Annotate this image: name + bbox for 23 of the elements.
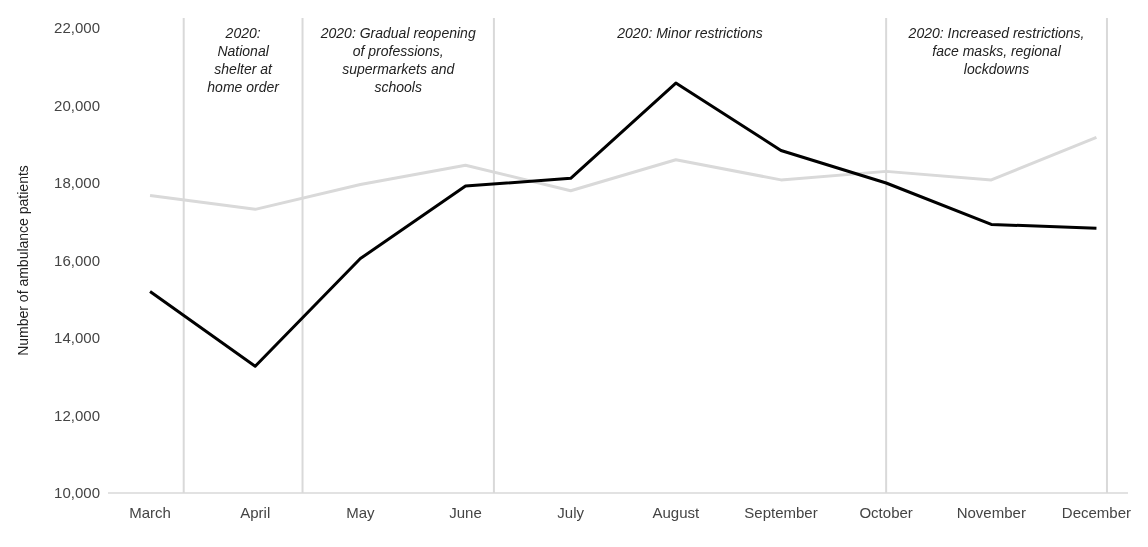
x-tick-label: September [744, 504, 818, 521]
annotation: 2020: Increased restrictions, face masks, regional lockdowns [907, 25, 1085, 77]
y-tick-label: 22,000 [54, 19, 100, 37]
y-tick-label: 12,000 [54, 406, 100, 424]
y-tick-label: 10,000 [54, 484, 100, 502]
x-tick-label: May [346, 504, 376, 521]
y-tick-label: 16,000 [54, 251, 100, 269]
annotation: 2020: National shelter at home order [207, 25, 281, 95]
y-tick-label: 18,000 [54, 174, 100, 192]
y-tick-label: 14,000 [54, 329, 100, 347]
x-tick-label: August [652, 504, 701, 521]
x-tick-label: November [956, 504, 1026, 521]
x-tick-label: December [1061, 504, 1132, 521]
x-tick-label: March [129, 504, 171, 521]
y-axis-title: Number of ambulance patients [15, 165, 31, 356]
annotation: 2020: Gradual reopening of professions, supermarkets and schools [319, 25, 476, 95]
x-tick-label: April [240, 504, 271, 521]
line-series [148, 81, 1098, 368]
x-tick-label: October [859, 504, 913, 521]
y-tick-label: 20,000 [54, 96, 100, 114]
annotation: 2020: Minor restrictions [616, 25, 763, 41]
x-tick-label: July [557, 504, 585, 521]
x-tick-label: June [449, 504, 482, 521]
